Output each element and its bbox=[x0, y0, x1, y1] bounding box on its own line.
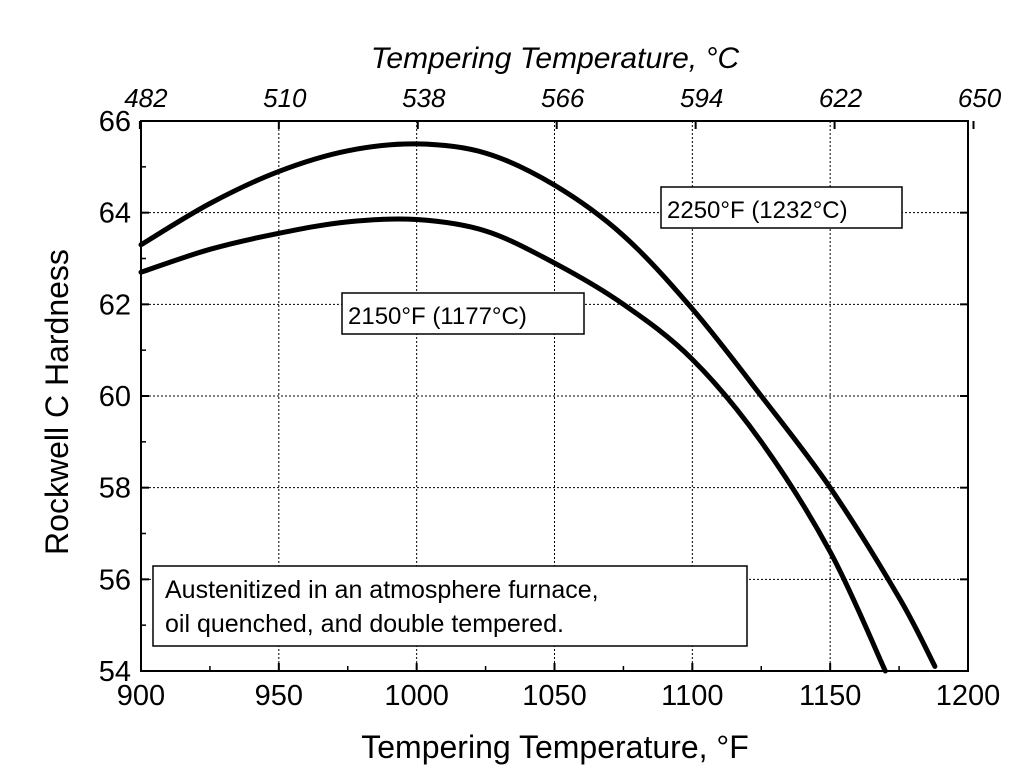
annotation-2150-label: 2150°F (1177°C) bbox=[348, 303, 527, 330]
process-note-line-1: Austenitized in an atmosphere furnace, bbox=[165, 576, 599, 604]
tick-marks bbox=[138, 120, 975, 672]
y-tick-label: 58 bbox=[99, 473, 131, 505]
x-tick-label: 1050 bbox=[522, 680, 587, 712]
annotation-2250-label: 2250°F (1232°C) bbox=[667, 197, 848, 224]
x-tick-label: 1150 bbox=[799, 680, 861, 712]
series-lines bbox=[138, 141, 938, 674]
x2-tick-label: 482 bbox=[124, 83, 168, 113]
top-axis-title: Tempering Temperature, °C bbox=[371, 42, 740, 75]
series-line-2250F bbox=[138, 141, 938, 669]
y-tick-label: 54 bbox=[99, 656, 131, 688]
x2-tick-label: 594 bbox=[680, 83, 723, 113]
process-note: Austenitized in an atmosphere furnace, o… bbox=[152, 565, 748, 647]
y-axis-title: Rockwell C Hardness bbox=[39, 249, 75, 555]
x-tick-label: 1000 bbox=[384, 680, 449, 712]
x-tick-label: 950 bbox=[255, 680, 303, 712]
x2-tick-label: 622 bbox=[819, 83, 863, 113]
y-tick-label: 64 bbox=[99, 198, 131, 230]
x2-tick-label: 510 bbox=[263, 83, 307, 113]
y-tick-label: 66 bbox=[99, 106, 131, 138]
annotation-2250-box bbox=[660, 186, 903, 229]
x2-tick-label: 538 bbox=[402, 83, 446, 113]
process-note-line-2: oil quenched, and double tempered. bbox=[165, 610, 564, 638]
x2-tick-label: 566 bbox=[541, 83, 585, 113]
x-tick-label: 1100 bbox=[661, 680, 723, 712]
tick-labels: 900 950 1000 1050 1100 1150 1200 482 510 538 566 59… bbox=[99, 83, 1002, 712]
annotation-2150: 2150°F (1177°C) bbox=[341, 292, 585, 335]
x-tick-label: 1200 bbox=[936, 680, 1001, 712]
x2-tick-label: 650 bbox=[958, 83, 1002, 113]
series-line-2150F bbox=[138, 216, 888, 674]
y-tick-label: 60 bbox=[99, 381, 131, 413]
x-tick-label: 900 bbox=[117, 680, 165, 712]
annotation-2250: 2250°F (1232°C) bbox=[660, 186, 903, 229]
annotation-2150-box bbox=[341, 292, 585, 335]
process-note-box bbox=[152, 565, 748, 647]
y-tick-label: 56 bbox=[99, 564, 131, 596]
x-axis-title: Tempering Temperature, °F bbox=[361, 729, 748, 765]
y-tick-label: 62 bbox=[99, 289, 131, 321]
